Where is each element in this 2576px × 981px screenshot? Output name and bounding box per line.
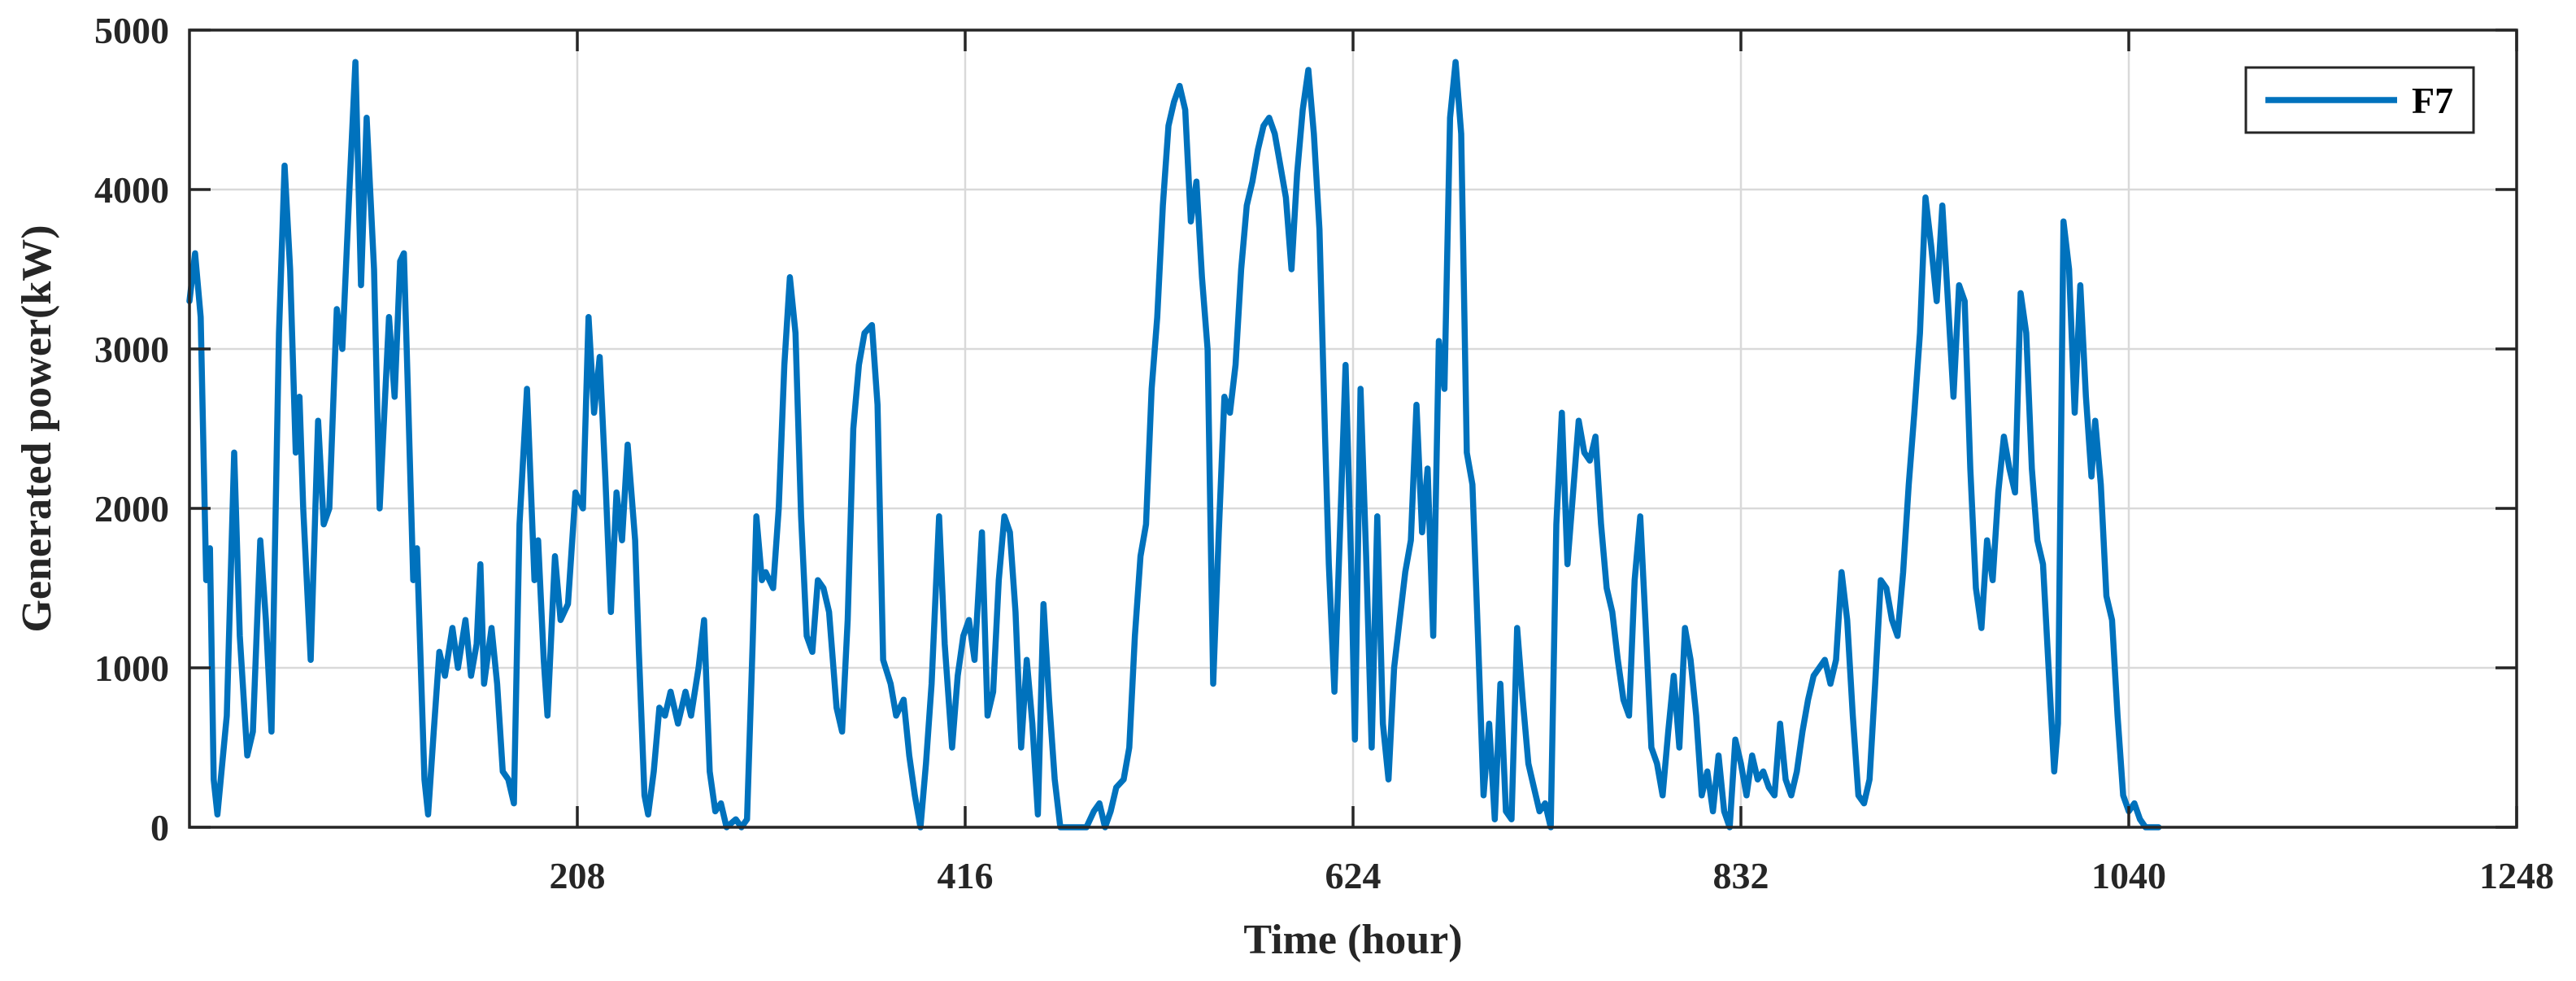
x-axis-title: Time (hour) [1243, 917, 1462, 963]
x-tick-label: 1248 [2479, 855, 2554, 896]
y-axis-title: Generated power(kW) [14, 225, 60, 632]
y-tick-label: 2000 [94, 488, 169, 530]
x-tick-label: 1040 [2091, 855, 2166, 896]
x-tick-label: 624 [1325, 855, 1382, 896]
series-line-f7 [186, 59, 2162, 831]
x-axis-tick-labels: 208 416 624 832 1040 1248 [550, 855, 2555, 896]
y-tick-label: 0 [150, 807, 169, 848]
legend: F7 [2244, 66, 2475, 134]
axis-ticks [189, 28, 2518, 829]
legend-label-f7: F7 [2412, 80, 2453, 121]
y-tick-label: 3000 [94, 329, 169, 370]
y-axis-tick-labels: 0 1000 2000 3000 4000 5000 [94, 10, 169, 848]
y-tick-label: 4000 [94, 169, 169, 211]
y-tick-label: 5000 [94, 10, 169, 51]
x-tick-label: 208 [550, 855, 606, 896]
x-tick-label: 832 [1713, 855, 1769, 896]
x-tick-label: 416 [938, 855, 994, 896]
y-tick-label: 1000 [94, 647, 169, 689]
